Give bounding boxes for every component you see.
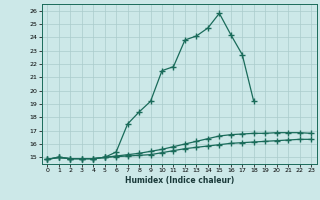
- X-axis label: Humidex (Indice chaleur): Humidex (Indice chaleur): [124, 176, 234, 185]
